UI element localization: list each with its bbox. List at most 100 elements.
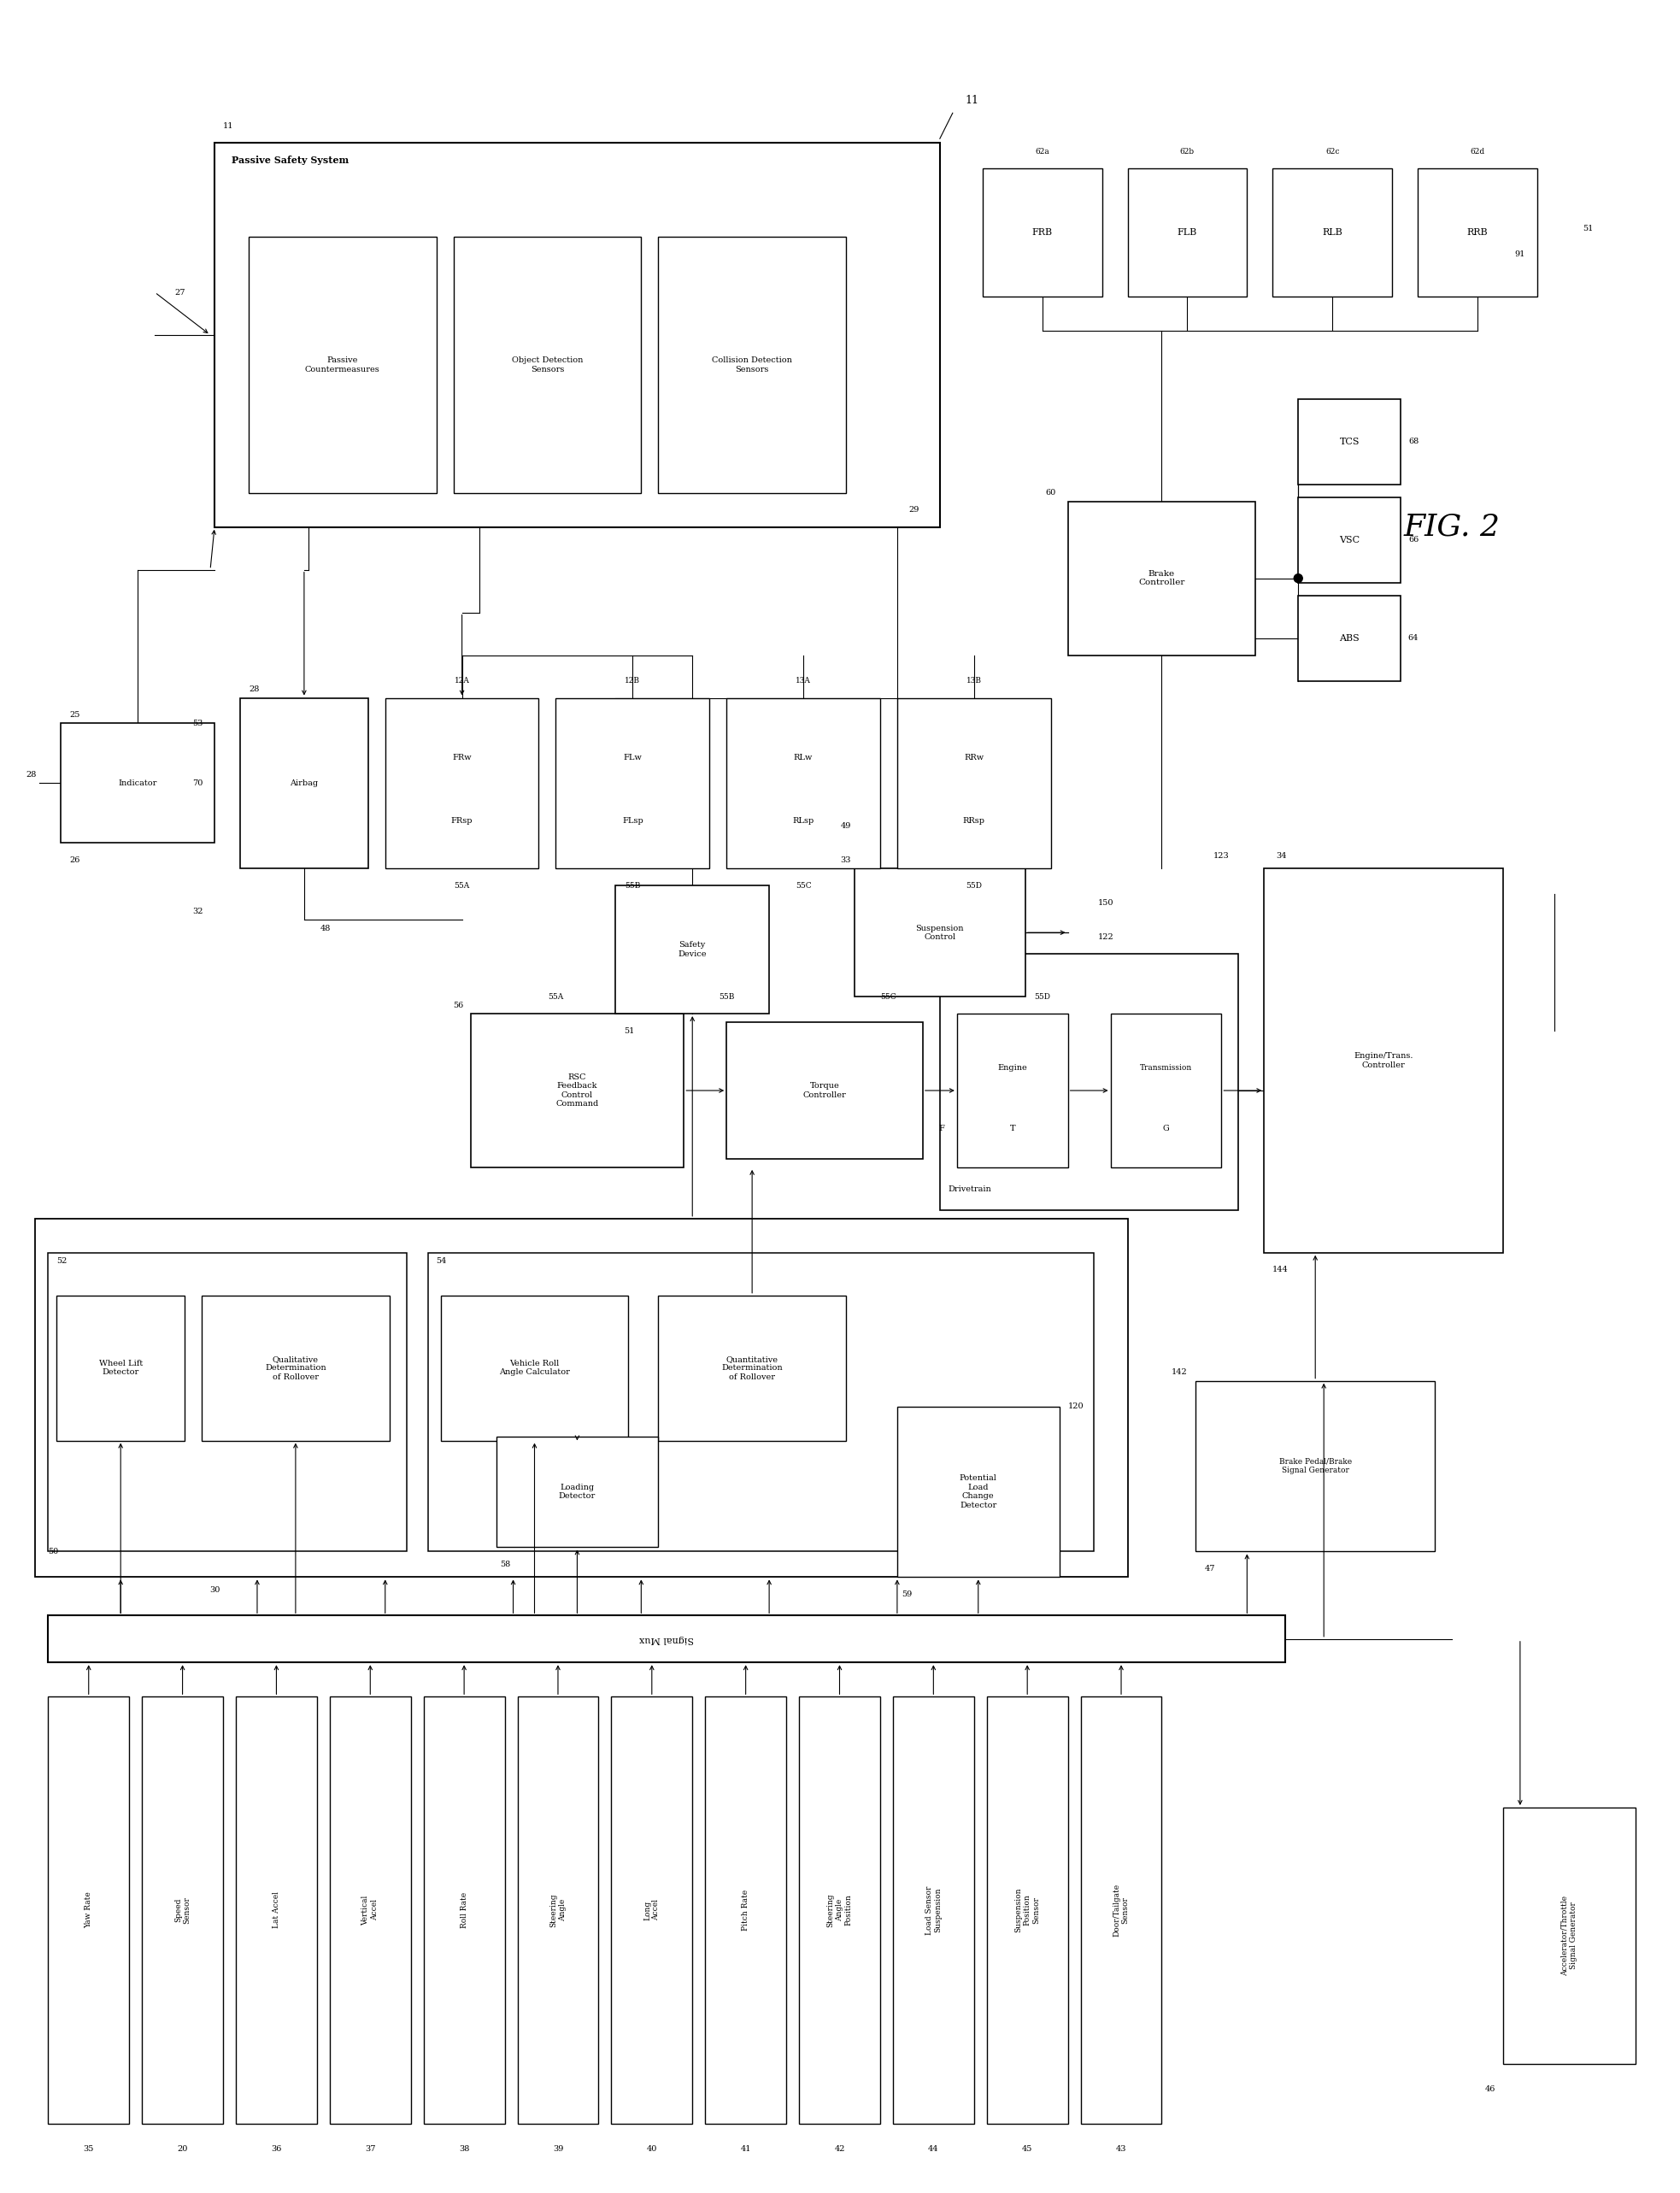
Text: FLB: FLB <box>1178 228 1198 237</box>
Text: 26: 26 <box>69 855 81 864</box>
Text: Yaw Rate: Yaw Rate <box>84 1893 92 1928</box>
Text: 13B: 13B <box>966 678 981 684</box>
Text: 55C: 55C <box>880 993 897 1000</box>
Text: 55B: 55B <box>625 882 640 890</box>
Text: T: T <box>1010 1125 1015 1134</box>
Circle shape <box>1294 575 1302 583</box>
Text: 59: 59 <box>902 1590 912 1599</box>
Text: Brake Pedal/Brake
Signal Generator: Brake Pedal/Brake Signal Generator <box>1278 1458 1352 1474</box>
Text: 35: 35 <box>84 2145 94 2154</box>
Text: Brake
Controller: Brake Controller <box>1139 570 1184 586</box>
Text: 20: 20 <box>176 2145 188 2154</box>
Text: FIG. 2: FIG. 2 <box>1403 513 1500 542</box>
Text: RRB: RRB <box>1467 228 1488 237</box>
Bar <box>659 237 847 493</box>
Text: 56: 56 <box>454 1002 464 1009</box>
Text: Roll Rate: Roll Rate <box>460 1893 469 1928</box>
Text: 64: 64 <box>1408 634 1418 643</box>
Bar <box>939 954 1238 1211</box>
Text: 53: 53 <box>192 719 203 728</box>
Bar <box>423 1697 504 2123</box>
Text: 54: 54 <box>437 1257 447 1265</box>
Text: RRw: RRw <box>964 754 984 761</box>
Text: 12B: 12B <box>625 678 640 684</box>
Text: Safety
Device: Safety Device <box>679 941 707 958</box>
Text: 62d: 62d <box>1470 147 1485 156</box>
Bar <box>892 1697 974 2123</box>
Text: 29: 29 <box>909 507 919 513</box>
Text: 11: 11 <box>223 123 234 129</box>
Text: 27: 27 <box>175 289 186 296</box>
Text: TCS: TCS <box>1339 436 1359 445</box>
Text: 142: 142 <box>1171 1368 1188 1375</box>
Bar <box>1263 868 1504 1252</box>
Text: 11: 11 <box>966 94 979 105</box>
Bar <box>897 697 1050 868</box>
Text: Load Sensor
Suspension: Load Sensor Suspension <box>926 1886 942 1934</box>
Text: Pitch Rate: Pitch Rate <box>743 1890 749 1930</box>
Bar <box>1110 1013 1221 1167</box>
Text: Wheel Lift
Detector: Wheel Lift Detector <box>99 1360 143 1377</box>
Text: Suspension
Control: Suspension Control <box>916 923 964 941</box>
Text: 37: 37 <box>365 2145 376 2154</box>
Text: FRB: FRB <box>1032 228 1053 237</box>
Bar <box>615 886 769 1013</box>
Bar <box>496 1436 659 1548</box>
Bar <box>249 237 437 493</box>
Text: Vertical
Accel: Vertical Accel <box>361 1895 378 1925</box>
Text: Qualitative
Determination
of Rollover: Qualitative Determination of Rollover <box>265 1355 326 1382</box>
Bar <box>329 1697 412 2123</box>
Text: 55D: 55D <box>1035 993 1050 1000</box>
Text: Torque
Controller: Torque Controller <box>803 1081 847 1099</box>
Text: Engine/Trans.
Controller: Engine/Trans. Controller <box>1354 1053 1413 1068</box>
Text: 46: 46 <box>1485 2086 1495 2092</box>
Bar <box>49 1616 1285 1662</box>
Text: Lat Accel: Lat Accel <box>272 1893 281 1928</box>
Bar <box>1299 399 1401 485</box>
Text: Door/Tailgate
Sensor: Door/Tailgate Sensor <box>1112 1884 1129 1936</box>
Text: Drivetrain: Drivetrain <box>949 1184 991 1193</box>
Text: Loading
Detector: Loading Detector <box>559 1482 596 1500</box>
Text: Collision Detection
Sensors: Collision Detection Sensors <box>712 357 793 373</box>
Text: 40: 40 <box>647 2145 657 2154</box>
Text: 51: 51 <box>1583 224 1594 232</box>
Text: 123: 123 <box>1213 851 1230 860</box>
Bar <box>983 169 1102 296</box>
Text: 55A: 55A <box>454 882 470 890</box>
Text: 25: 25 <box>69 711 81 719</box>
Text: Potential
Load
Change
Detector: Potential Load Change Detector <box>959 1474 996 1509</box>
Bar <box>240 697 368 868</box>
Text: RRsp: RRsp <box>963 818 984 825</box>
Text: 55B: 55B <box>719 993 734 1000</box>
Text: 30: 30 <box>210 1586 220 1594</box>
Text: 44: 44 <box>927 2145 939 2154</box>
Text: 48: 48 <box>321 925 331 932</box>
Text: 150: 150 <box>1097 899 1114 906</box>
Text: 41: 41 <box>741 2145 751 2154</box>
Bar <box>1127 169 1247 296</box>
Bar <box>612 1697 692 2123</box>
Bar <box>556 697 709 868</box>
Bar <box>385 697 539 868</box>
Text: 34: 34 <box>1275 851 1287 860</box>
Bar <box>1504 1807 1635 2064</box>
Text: Quantitative
Determination
of Rollover: Quantitative Determination of Rollover <box>721 1355 783 1382</box>
Bar <box>800 1697 880 2123</box>
Text: 58: 58 <box>501 1561 511 1568</box>
Bar <box>659 1296 847 1441</box>
Text: 62b: 62b <box>1179 147 1194 156</box>
Text: 55A: 55A <box>548 993 564 1000</box>
Bar <box>1299 594 1401 680</box>
Bar <box>726 1022 922 1158</box>
Text: 144: 144 <box>1273 1265 1289 1274</box>
Text: RLw: RLw <box>793 754 813 761</box>
Text: FLw: FLw <box>623 754 642 761</box>
Bar <box>60 724 215 842</box>
Text: 70: 70 <box>192 779 203 787</box>
Bar <box>726 697 880 868</box>
Text: 68: 68 <box>1408 439 1418 445</box>
Text: Transmission: Transmission <box>1139 1064 1193 1072</box>
Text: Steering
Angle: Steering Angle <box>549 1893 566 1928</box>
Text: 28: 28 <box>25 770 37 779</box>
Text: 55D: 55D <box>966 882 983 890</box>
